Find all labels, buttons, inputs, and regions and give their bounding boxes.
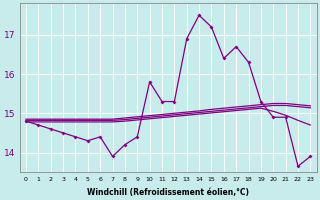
X-axis label: Windchill (Refroidissement éolien,°C): Windchill (Refroidissement éolien,°C) xyxy=(87,188,249,197)
